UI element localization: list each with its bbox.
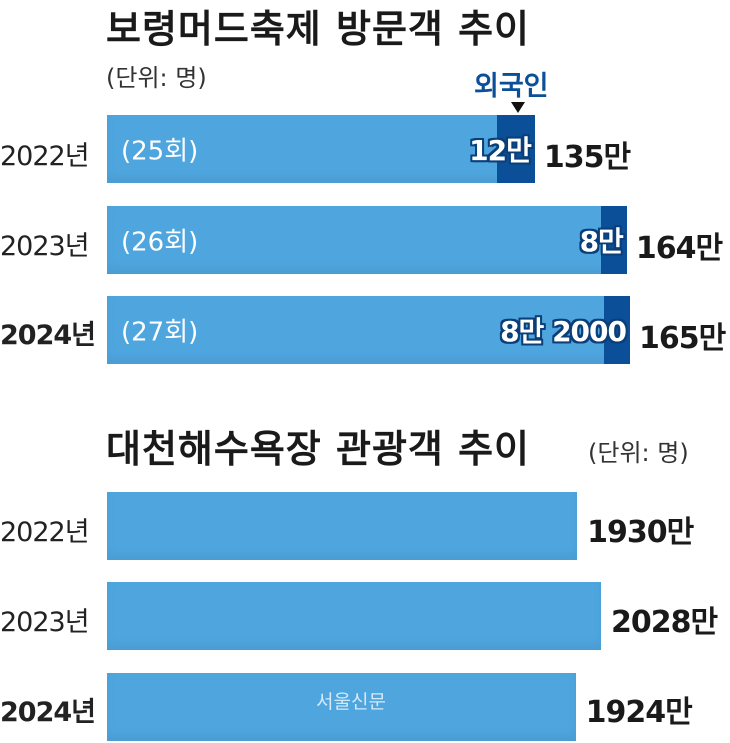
chart2-unit: (단위: 명) bbox=[588, 439, 689, 467]
chart1-edition-label: (27회) bbox=[121, 317, 199, 348]
chart2-year-label: 2023년 bbox=[0, 607, 90, 638]
chart1-year-label: 2024년 bbox=[0, 320, 96, 351]
chart2-bar-2023 bbox=[107, 582, 601, 650]
chart2-year-label: 2024년 bbox=[0, 697, 96, 728]
chart2-total-value: 1930만 bbox=[587, 515, 694, 550]
chart1-total-value: 135만 bbox=[543, 140, 631, 175]
chart1-foreign-segment bbox=[604, 296, 630, 364]
chart1-foreign-value: 8만 2000 bbox=[500, 315, 627, 348]
chart1-bar-2023: (26회) 8만 bbox=[107, 206, 627, 274]
chart1-foreign-value: 8만 bbox=[579, 225, 624, 258]
chart1-legend-foreign: 외국인 bbox=[474, 71, 549, 102]
chart1-foreign-segment bbox=[496, 115, 535, 183]
chart2-year-label: 2022년 bbox=[0, 517, 90, 548]
chart1-bar-2024: (27회) 8만 2000 bbox=[107, 296, 630, 364]
chart1-total-value: 165만 bbox=[639, 321, 726, 356]
chart2-total-value: 1924만 bbox=[585, 695, 693, 730]
chart1-foreign-value: 12만 bbox=[469, 134, 532, 167]
chart2-title: 대천해수욕장 관광객 추이 bbox=[106, 427, 531, 471]
chart1-edition-label: (25회) bbox=[121, 136, 199, 167]
chart2-bar-2022 bbox=[107, 492, 578, 560]
chart1-bar-2022: (25회) 12만 bbox=[107, 115, 535, 183]
chart2-total-value: 2028만 bbox=[611, 605, 718, 640]
chart1-edition-label: (26회) bbox=[121, 227, 199, 258]
chart1-title: 보령머드축제 방문객 추이 bbox=[106, 7, 531, 51]
chart1-year-label: 2022년 bbox=[0, 141, 90, 172]
watermark-logo: 서울신문 bbox=[316, 691, 386, 713]
legend-arrow-icon bbox=[511, 102, 525, 113]
chart1-foreign-segment bbox=[601, 206, 627, 274]
chart1-total-value: 164만 bbox=[635, 231, 723, 266]
chart1-unit: (단위: 명) bbox=[106, 64, 207, 92]
chart1-year-label: 2023년 bbox=[0, 231, 90, 262]
chart2-bar-2024 bbox=[107, 673, 576, 741]
